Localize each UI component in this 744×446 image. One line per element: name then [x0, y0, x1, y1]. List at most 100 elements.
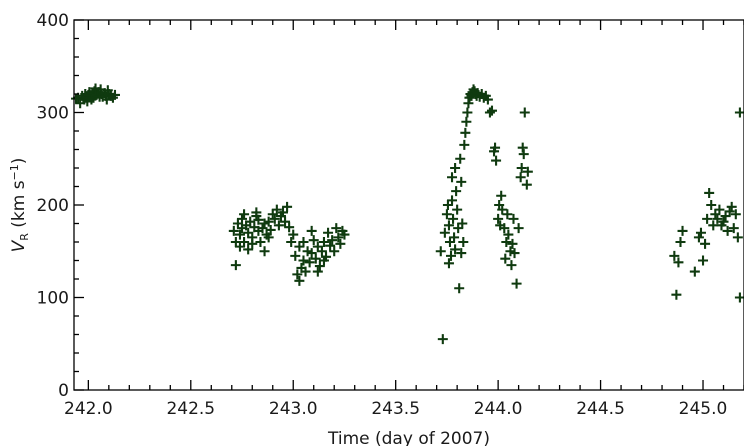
data-point [706, 200, 717, 210]
data-point [513, 223, 524, 234]
data-point [298, 255, 309, 266]
data-point [290, 250, 301, 261]
data-point [451, 186, 462, 197]
x-tick-label: 242.5 [166, 399, 215, 419]
data-point [298, 237, 309, 247]
data-point [318, 237, 329, 247]
data-point [247, 238, 258, 249]
data-point [449, 232, 460, 243]
data-point [239, 209, 250, 220]
data-point [482, 94, 493, 105]
data-point [257, 223, 268, 234]
data-point [462, 107, 473, 118]
y-tick-label: 200 [37, 196, 69, 216]
x-tick-label: 245.0 [679, 399, 728, 419]
x-tick-label: 243.0 [269, 399, 318, 419]
data-point [329, 246, 340, 257]
data-point [486, 105, 497, 116]
data-point [689, 266, 700, 277]
data-point [253, 214, 264, 225]
data-point [693, 232, 704, 243]
data-point [308, 235, 319, 246]
data-point [234, 229, 245, 240]
data-point [718, 216, 729, 227]
data-point [461, 116, 472, 127]
data-point [518, 149, 529, 160]
data-point [323, 227, 334, 238]
data-point [312, 266, 323, 277]
data-point [494, 200, 505, 210]
data-point [325, 240, 336, 251]
data-point [90, 83, 101, 94]
data-point [503, 229, 514, 240]
plot-frame [73, 19, 744, 391]
data-point [263, 216, 274, 227]
data-point [441, 209, 452, 220]
data-point [439, 227, 450, 238]
y-axis-title: VR (km s−1) [8, 158, 31, 253]
data-point [234, 241, 245, 252]
data-point [499, 223, 510, 234]
data-point [437, 334, 448, 345]
data-point [450, 244, 461, 255]
data-point [300, 266, 311, 277]
data-point [511, 278, 522, 289]
data-point [456, 176, 467, 187]
data-point [673, 257, 684, 268]
axis-ticks [74, 19, 744, 391]
data-point [496, 190, 507, 201]
y-axis-title-sub: R [18, 233, 31, 241]
data-point [508, 213, 519, 224]
data-point [284, 222, 295, 233]
x-tick-label: 244.0 [474, 399, 523, 419]
data-point [306, 248, 317, 259]
data-point [245, 216, 256, 227]
data-point [712, 213, 723, 224]
data-point [450, 163, 461, 173]
data-point [286, 237, 297, 247]
data-point [327, 235, 338, 246]
data-point [459, 139, 470, 150]
data-point [447, 172, 458, 183]
data-point [452, 204, 463, 215]
y-tick-label: 400 [37, 11, 69, 31]
data-point [263, 232, 274, 243]
data-point [86, 94, 97, 105]
x-tick-label: 243.5 [371, 399, 420, 419]
data-point [700, 238, 711, 249]
x-tick-label: 242.0 [64, 399, 113, 419]
data-point [507, 238, 518, 249]
data-point [456, 248, 467, 259]
data-point [457, 218, 468, 229]
data-point [282, 201, 293, 212]
data-point [316, 246, 327, 257]
data-point [506, 260, 517, 271]
data-point [734, 107, 744, 118]
y-axis-title-sup: −1 [8, 164, 21, 180]
scatter-points [71, 83, 744, 345]
data-point [521, 179, 532, 190]
data-point [109, 89, 120, 100]
data-point [734, 292, 744, 303]
data-point [724, 206, 735, 217]
data-point [714, 204, 725, 215]
data-point [228, 225, 239, 236]
data-point [502, 209, 513, 220]
data-point [515, 172, 526, 183]
data-point [698, 255, 709, 266]
data-point [516, 163, 527, 173]
data-point [522, 166, 533, 177]
data-point [704, 187, 715, 198]
data-point [304, 257, 315, 268]
data-point [271, 204, 282, 215]
tick-labels: 242.0 242.5 243.0 243.5 244.0 244.5 245.0 0 100 2… [37, 11, 728, 419]
x-axis-title: Time (day of 2007) [327, 429, 490, 446]
data-point [732, 232, 743, 243]
data-point [448, 213, 459, 224]
data-point [454, 283, 465, 294]
y-axis-title-var: V [9, 239, 29, 252]
data-point [237, 213, 248, 224]
data-point [310, 253, 321, 264]
data-point [501, 237, 512, 247]
data-point [669, 250, 680, 261]
